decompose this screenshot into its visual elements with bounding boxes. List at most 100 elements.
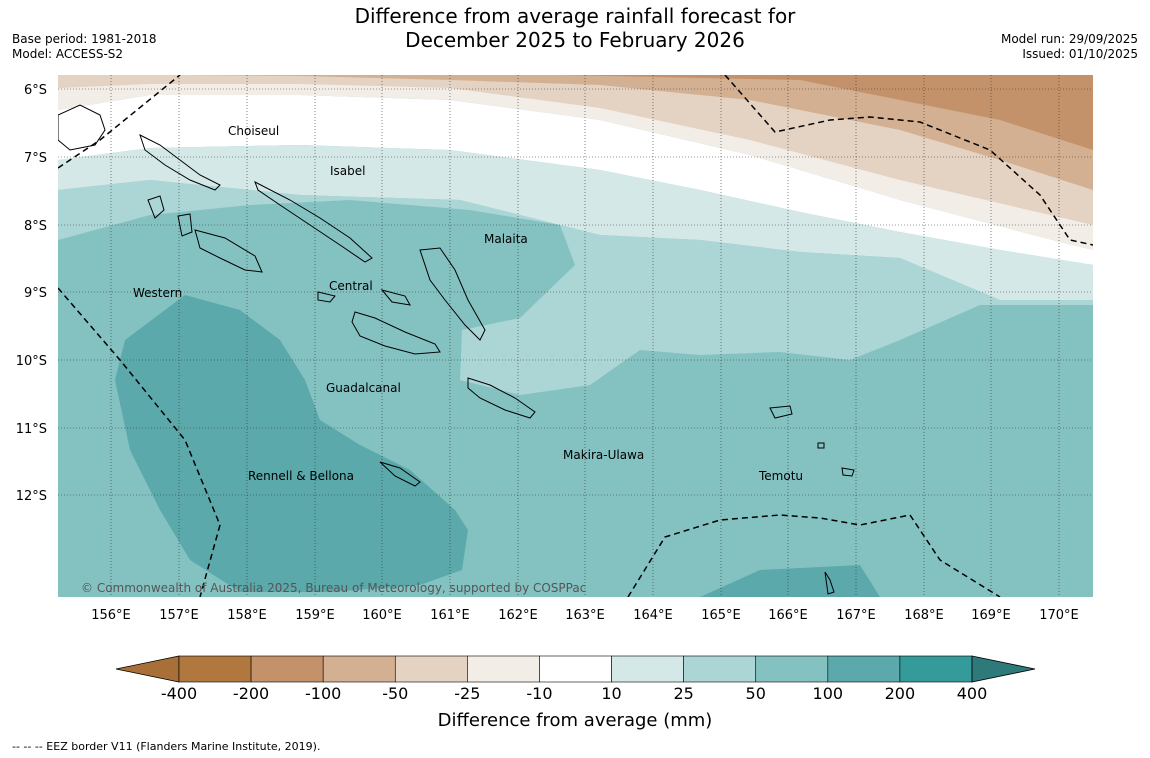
label-isabel: Isabel — [330, 164, 365, 178]
label-makira: Makira-Ulawa — [563, 448, 644, 462]
lon-label: 168°E — [904, 608, 944, 623]
colorbar-swatch — [899, 655, 973, 683]
band-neg100-neg200 — [560, 75, 1093, 150]
lon-label: 158°E — [227, 608, 267, 623]
lat-label: 9°S — [24, 286, 47, 301]
lat-labels: 6°S 7°S 8°S 9°S 10°S 11°S 12°S — [16, 83, 47, 504]
colorbar-swatch — [322, 655, 396, 683]
label-western: Western — [133, 286, 182, 300]
map-area: Choiseul Isabel Malaita Western Central … — [58, 75, 1093, 597]
title-line-1: Difference from average rainfall forecas… — [354, 4, 796, 28]
colorbar-tick-label: -50 — [382, 684, 408, 703]
lon-label: 157°E — [159, 608, 199, 623]
colorbar-extend-max — [971, 655, 1036, 683]
colorbar-swatch — [539, 655, 612, 683]
lon-label: 162°E — [498, 608, 538, 623]
colorbar-swatch — [250, 655, 324, 683]
lat-label: 7°S — [24, 151, 47, 166]
russell-islands — [317, 291, 336, 303]
colorbar-swatch — [611, 655, 684, 683]
colorbar-ticks: -400 -200 -100 -50 -25 -10 10 25 50 100 200 400 — [161, 684, 987, 703]
utupua-island — [817, 442, 825, 449]
band-neg10-10 — [58, 95, 1093, 265]
vanuatu-north-island — [824, 571, 835, 595]
islands — [58, 104, 855, 595]
lon-label: 163°E — [565, 608, 605, 623]
choiseul-island — [139, 134, 221, 191]
copyright-text: © Commonwealth of Australia 2025, Bureau… — [81, 581, 586, 595]
band-25-50 — [58, 180, 1093, 395]
colorbar-swatches — [178, 655, 973, 683]
label-central: Central — [329, 279, 373, 293]
colorbar-tick-label: 200 — [885, 684, 916, 703]
bougainville-island — [58, 104, 106, 151]
eez-legend: -- -- -- EEZ border V11 (Flanders Marine… — [12, 740, 321, 753]
vella-lavella-island — [147, 195, 165, 219]
band-neg50-neg100 — [180, 75, 1093, 190]
lon-label: 156°E — [91, 608, 131, 623]
lon-label: 164°E — [633, 608, 673, 623]
label-temotu: Temotu — [758, 469, 803, 483]
lon-label: 160°E — [362, 608, 402, 623]
kolombangara-island — [177, 213, 193, 237]
colorbar-tick-label: 400 — [957, 684, 988, 703]
label-choiseul: Choiseul — [228, 124, 279, 138]
title-line-2: December 2025 to February 2026 — [405, 28, 745, 52]
new-georgia-island — [194, 229, 263, 273]
lat-label: 8°S — [24, 219, 47, 234]
band-10-25 — [58, 145, 1093, 300]
colorbar-label: Difference from average (mm) — [438, 710, 713, 731]
lon-label: 169°E — [971, 608, 1011, 623]
florida-islands — [380, 289, 411, 306]
colorbar-tick-label: 100 — [813, 684, 844, 703]
colorbar-tick-label: 25 — [673, 684, 693, 703]
model-run: Model run: 29/09/2025 — [1000, 32, 1138, 46]
lat-label: 10°S — [16, 354, 47, 369]
lat-label: 11°S — [16, 422, 47, 437]
band-100-200-sw — [115, 295, 468, 592]
colorbar-swatch — [394, 655, 468, 683]
label-malaita: Malaita — [484, 232, 528, 246]
lat-label: 6°S — [24, 83, 47, 98]
colorbar-swatch — [467, 655, 540, 683]
colorbar-tick-label: 50 — [746, 684, 766, 703]
lat-label: 12°S — [16, 489, 47, 504]
colorbar-tick-label: -400 — [161, 684, 197, 703]
meta-left: Base period: 1981-2018 Model: ACCESS-S2 — [12, 32, 157, 62]
isabel-island — [254, 180, 373, 263]
colorbar-tick-label: -100 — [305, 684, 341, 703]
colorbar-tick-label: 10 — [601, 684, 621, 703]
region-labels: Choiseul Isabel Malaita Western Central … — [133, 124, 803, 483]
colorbar-tick-label: -10 — [526, 684, 552, 703]
guadalcanal-island — [351, 311, 441, 355]
gridlines — [58, 75, 1093, 597]
colorbar-swatch — [827, 655, 901, 683]
colorbar-swatch — [683, 655, 757, 683]
colorbar-swatch — [178, 655, 252, 683]
base-period: Base period: 1981-2018 — [12, 32, 157, 46]
colorbar-swatch — [755, 655, 829, 683]
eez-borders — [58, 75, 1093, 597]
lon-label: 165°E — [701, 608, 741, 623]
lon-labels: 156°E 157°E 158°E 159°E 160°E 161°E 162°… — [91, 608, 1079, 623]
colorbar-tick-label: -25 — [454, 684, 480, 703]
lon-label: 161°E — [430, 608, 470, 623]
malaita-island — [419, 247, 486, 341]
lon-label: 170°E — [1039, 608, 1079, 623]
label-rennell: Rennell & Bellona — [248, 469, 354, 483]
lon-label: 167°E — [836, 608, 876, 623]
colorbar-tick-label: -200 — [233, 684, 269, 703]
colorbar: -400 -200 -100 -50 -25 -10 10 25 50 100 200 400 Dif… — [115, 655, 1036, 731]
meta-right: Model run: 29/09/2025 Issued: 01/10/2025 — [1001, 32, 1138, 62]
model-name: Model: ACCESS-S2 — [12, 47, 124, 61]
issued-date: Issued: 01/10/2025 — [1022, 47, 1138, 61]
lon-label: 166°E — [768, 608, 808, 623]
rennell-island — [379, 461, 421, 487]
colorbar-extend-min — [115, 655, 180, 683]
band-100-200-se — [700, 565, 880, 597]
lon-label: 159°E — [295, 608, 335, 623]
vanikoro-island — [841, 467, 855, 477]
label-guadalcanal: Guadalcanal — [326, 381, 401, 395]
makira-island — [467, 377, 536, 419]
